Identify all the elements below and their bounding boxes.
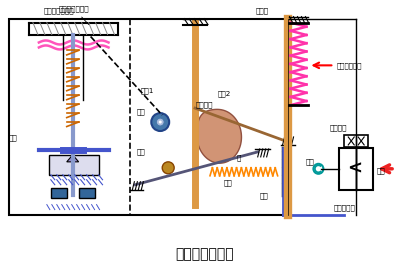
Bar bbox=[79, 188, 95, 198]
Text: 滚轮: 滚轮 bbox=[136, 109, 145, 116]
Text: 气动薄膜调节阀: 气动薄膜调节阀 bbox=[59, 6, 90, 25]
Circle shape bbox=[162, 162, 174, 174]
Text: 气源: 气源 bbox=[377, 167, 386, 174]
Bar bbox=[49, 155, 99, 175]
Circle shape bbox=[159, 121, 162, 123]
Text: 挡板: 挡板 bbox=[260, 192, 268, 199]
Text: 恒节流孔: 恒节流孔 bbox=[329, 125, 347, 131]
Text: 轴: 轴 bbox=[237, 154, 241, 161]
Circle shape bbox=[151, 113, 169, 131]
Text: 气动薄膜调节阀: 气动薄膜调节阀 bbox=[44, 7, 74, 14]
Text: 喷嘴: 喷嘴 bbox=[305, 158, 314, 165]
Circle shape bbox=[156, 118, 164, 126]
Text: 偏心凸轮: 偏心凸轮 bbox=[196, 102, 214, 108]
Text: 摆杆: 摆杆 bbox=[136, 149, 145, 155]
Bar bbox=[9, 19, 290, 215]
Bar bbox=[51, 188, 67, 198]
Polygon shape bbox=[67, 155, 79, 162]
Text: 气动阀门定位器: 气动阀门定位器 bbox=[175, 247, 234, 261]
Text: 平板: 平板 bbox=[9, 135, 18, 141]
Text: 杠杆1: 杠杆1 bbox=[140, 87, 154, 94]
Text: 弹簧: 弹簧 bbox=[224, 179, 232, 186]
Bar bbox=[339, 148, 373, 190]
Text: 压力信号输入: 压力信号输入 bbox=[336, 62, 362, 69]
Bar bbox=[344, 135, 368, 147]
Text: 波纹管: 波纹管 bbox=[256, 7, 269, 14]
Text: 气动放大器: 气动放大器 bbox=[333, 204, 355, 211]
Text: <: < bbox=[347, 160, 362, 178]
Polygon shape bbox=[197, 109, 242, 163]
Text: 杠杆2: 杠杆2 bbox=[218, 90, 231, 96]
